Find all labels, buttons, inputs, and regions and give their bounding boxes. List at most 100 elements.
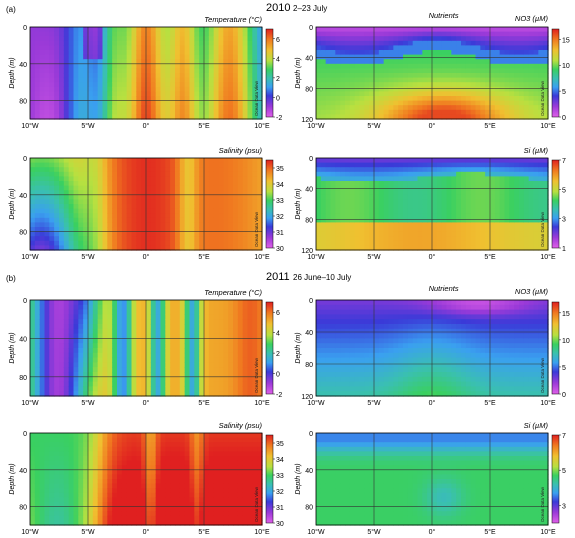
- heatmap-cell: [218, 162, 224, 168]
- heatmap-cell: [44, 300, 50, 306]
- heatmap-cell: [316, 171, 322, 177]
- heatmap-cell: [504, 68, 510, 74]
- heatmap-cell: [480, 176, 486, 182]
- heatmap-cell: [320, 82, 327, 88]
- heatmap-cell: [199, 348, 205, 354]
- heatmap-cell: [136, 227, 142, 233]
- heatmap-cell: [30, 352, 36, 359]
- heatmap-cell: [208, 348, 215, 354]
- heatmap-cell: [150, 240, 157, 246]
- heatmap-cell: [325, 231, 332, 237]
- heatmap-cell: [213, 86, 220, 92]
- heatmap-cell: [136, 309, 142, 315]
- heatmap-cell: [335, 213, 341, 219]
- heatmap-cell: [514, 100, 520, 106]
- heatmap-cell: [403, 199, 409, 205]
- heatmap-cell: [528, 100, 535, 106]
- y-tick-label: 80: [19, 375, 27, 382]
- heatmap-cell: [427, 114, 433, 120]
- heatmap-cell: [538, 162, 544, 168]
- heatmap-cell: [441, 231, 448, 237]
- heatmap-cell: [349, 45, 356, 51]
- heatmap-cell: [528, 162, 535, 168]
- heatmap-cell: [359, 245, 365, 251]
- heatmap-cell: [170, 314, 176, 320]
- heatmap-cell: [369, 171, 375, 177]
- heatmap-cell: [456, 86, 462, 92]
- heatmap-cell: [150, 167, 157, 173]
- heatmap-cell: [228, 391, 234, 397]
- heatmap-cell: [199, 109, 205, 115]
- heatmap-cell: [97, 190, 104, 196]
- heatmap-cell: [126, 352, 133, 359]
- heatmap-cell: [340, 86, 346, 92]
- heatmap-cell: [499, 231, 506, 237]
- heatmap-cell: [44, 96, 50, 102]
- heatmap-cell: [252, 59, 258, 65]
- heatmap-cell: [117, 176, 123, 182]
- heatmap-cell: [208, 96, 215, 102]
- heatmap-cell: [63, 27, 70, 33]
- heatmap-cell: [83, 63, 89, 69]
- heatmap-cell: [490, 204, 496, 210]
- heatmap-cell: [155, 208, 162, 214]
- heatmap-cell: [543, 194, 549, 200]
- heatmap-cell: [204, 54, 210, 60]
- heatmap-cell: [194, 245, 200, 251]
- heatmap-cell: [189, 82, 195, 88]
- heatmap-cell: [543, 190, 549, 196]
- heatmap-cell: [407, 27, 414, 33]
- heatmap-cell: [499, 91, 506, 97]
- heatmap-cell: [340, 63, 346, 69]
- heatmap-cell: [538, 40, 544, 46]
- heatmap-cell: [340, 208, 346, 214]
- heatmap-cell: [189, 45, 195, 51]
- heatmap-cell: [369, 100, 375, 106]
- heatmap-cell: [436, 40, 443, 46]
- heatmap-cell: [514, 109, 520, 115]
- heatmap-cell: [194, 190, 200, 196]
- heatmap-cell: [316, 40, 322, 46]
- heatmap-cell: [233, 176, 239, 182]
- heatmap-cell: [233, 328, 239, 335]
- heatmap-cell: [494, 109, 501, 115]
- heatmap-cell: [107, 194, 113, 200]
- heatmap-cell: [184, 190, 191, 196]
- heatmap-cell: [519, 40, 525, 46]
- heatmap-cell: [461, 63, 467, 69]
- heatmap-cell: [208, 333, 215, 339]
- heatmap-cell: [364, 82, 370, 88]
- colorbar-tick-label: 1: [562, 246, 566, 253]
- heatmap-cell: [335, 194, 341, 200]
- heatmap-cell: [412, 45, 419, 51]
- heatmap-cell: [213, 314, 220, 320]
- heatmap-cell: [388, 199, 394, 205]
- heatmap-cell: [480, 167, 486, 173]
- heatmap-cell: [543, 59, 549, 65]
- heatmap-cell: [30, 324, 36, 330]
- heatmap-cell: [247, 362, 253, 368]
- heatmap-cell: [504, 162, 510, 168]
- heatmap-cell: [63, 190, 70, 196]
- heatmap-cell: [316, 304, 322, 311]
- heatmap-cell: [112, 162, 118, 168]
- heatmap-cell: [63, 328, 70, 335]
- heatmap-cell: [117, 185, 123, 191]
- heatmap-cell: [432, 50, 438, 56]
- heatmap-cell: [170, 68, 176, 74]
- heatmap-cell: [364, 50, 370, 56]
- heatmap-cell: [184, 304, 191, 311]
- heatmap-cell: [422, 227, 428, 233]
- heatmap-cell: [465, 54, 472, 60]
- heatmap-cell: [83, 236, 89, 242]
- heatmap-cell: [451, 27, 457, 33]
- heatmap-cell: [247, 348, 253, 354]
- heatmap-cell: [470, 63, 477, 69]
- heatmap-cell: [39, 352, 46, 359]
- heatmap-cell: [325, 171, 332, 177]
- heatmap-cell: [228, 40, 234, 46]
- heatmap-cell: [436, 82, 443, 88]
- heatmap-cell: [112, 54, 118, 60]
- heatmap-cell: [485, 213, 491, 219]
- heatmap-cell: [83, 222, 89, 228]
